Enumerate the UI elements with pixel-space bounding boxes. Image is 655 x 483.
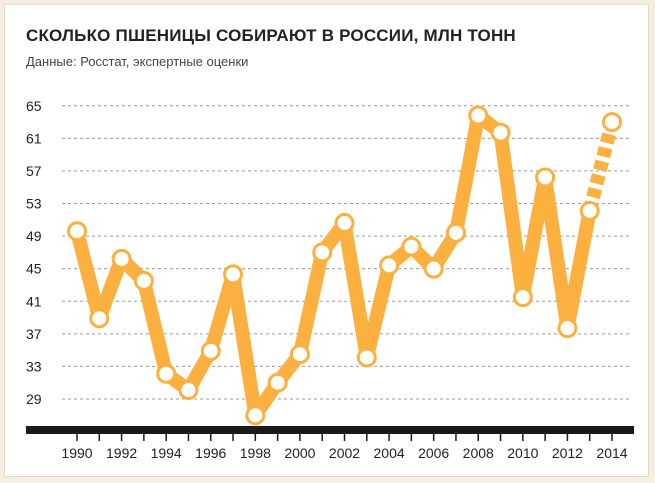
data-point-2005 <box>401 236 422 257</box>
data-point-2012 <box>557 318 578 339</box>
data-point-2004 <box>379 255 400 276</box>
x-tick-label: 2010 <box>507 445 538 461</box>
data-point-1990 <box>67 221 87 242</box>
x-tick-label: 2004 <box>374 445 405 461</box>
y-tick-label: 57 <box>26 163 42 179</box>
series-line-projected <box>582 120 619 213</box>
data-point-2007 <box>445 222 466 243</box>
y-axis-labels: 29 33 37 41 45 49 53 57 61 65 <box>26 98 42 407</box>
x-tick-label: 2006 <box>418 445 449 461</box>
y-tick-label: 65 <box>26 98 42 114</box>
y-tick-label: 45 <box>26 261 42 277</box>
y-tick-label: 37 <box>26 326 42 342</box>
data-point-2013 <box>579 200 600 221</box>
data-points <box>67 105 622 426</box>
data-point-1996 <box>200 340 221 361</box>
x-tick-label: 1992 <box>106 445 137 461</box>
chart-title: СКОЛЬКО ПШЕНИЦЫ СОБИРАЮТ В РОССИИ, МЛН Т… <box>26 26 516 45</box>
data-point-1997 <box>223 264 244 285</box>
x-tick-label: 2014 <box>596 445 627 461</box>
y-tick-label: 29 <box>26 391 42 407</box>
data-point-2010 <box>512 287 533 308</box>
data-point-1998 <box>245 405 266 426</box>
x-axis-ticks <box>76 433 613 441</box>
series-line-actual <box>70 108 597 423</box>
data-point-2000 <box>289 344 310 365</box>
series-line <box>70 108 619 423</box>
data-point-2003 <box>356 347 377 368</box>
data-point-1994 <box>156 363 177 384</box>
x-tick-label: 1998 <box>240 445 271 461</box>
data-point-1993 <box>133 270 154 291</box>
x-tick-label: 1994 <box>151 445 182 461</box>
data-point-2014 <box>602 112 622 133</box>
y-tick-label: 53 <box>26 196 42 212</box>
chart-subtitle: Данные: Росстат, экспертные оценки <box>26 54 249 69</box>
data-point-1991 <box>89 308 110 329</box>
x-axis-baseline <box>26 426 634 434</box>
data-point-1999 <box>267 372 288 393</box>
y-tick-label: 33 <box>26 358 42 374</box>
x-tick-label: 2012 <box>552 445 583 461</box>
x-tick-label: 2000 <box>284 445 315 461</box>
y-tick-label: 41 <box>26 293 42 309</box>
x-tick-label: 1990 <box>61 445 92 461</box>
y-tick-label: 61 <box>26 130 42 146</box>
x-axis-labels: 1990 1992 1994 1996 1998 2000 2002 2004 2006 2008… <box>61 445 627 461</box>
data-point-2009 <box>490 122 511 143</box>
y-tick-label: 49 <box>26 228 42 244</box>
data-point-2001 <box>312 242 333 263</box>
data-point-1992 <box>111 248 132 269</box>
data-point-1995 <box>178 380 199 401</box>
data-point-2006 <box>423 258 444 279</box>
x-tick-label: 2002 <box>329 445 360 461</box>
x-tick-label: 1996 <box>195 445 226 461</box>
data-point-2008 <box>468 105 489 126</box>
data-point-2002 <box>334 213 355 234</box>
data-point-2011 <box>535 167 556 188</box>
x-tick-label: 2008 <box>463 445 494 461</box>
